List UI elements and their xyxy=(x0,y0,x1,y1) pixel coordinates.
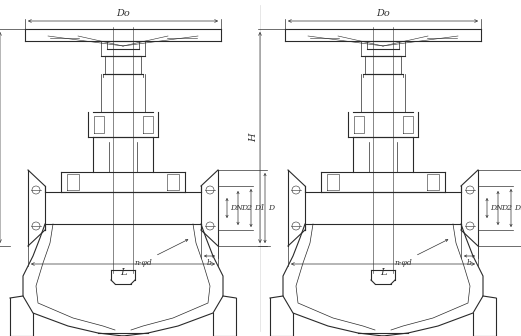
Text: H: H xyxy=(250,133,258,142)
Text: D1: D1 xyxy=(254,204,265,212)
Text: DN: DN xyxy=(490,204,503,212)
Text: D1: D1 xyxy=(514,204,521,212)
Text: n-φd: n-φd xyxy=(394,259,412,267)
Text: Do: Do xyxy=(116,9,130,18)
Text: b: b xyxy=(207,259,212,267)
Text: L: L xyxy=(380,268,386,277)
Text: Do: Do xyxy=(376,9,390,18)
Text: D: D xyxy=(268,204,274,212)
Text: n-φd: n-φd xyxy=(134,259,152,267)
Text: DN: DN xyxy=(230,204,243,212)
Text: L: L xyxy=(120,268,126,277)
Text: b: b xyxy=(467,259,472,267)
Text: D2: D2 xyxy=(241,204,252,212)
Text: D2: D2 xyxy=(501,204,512,212)
